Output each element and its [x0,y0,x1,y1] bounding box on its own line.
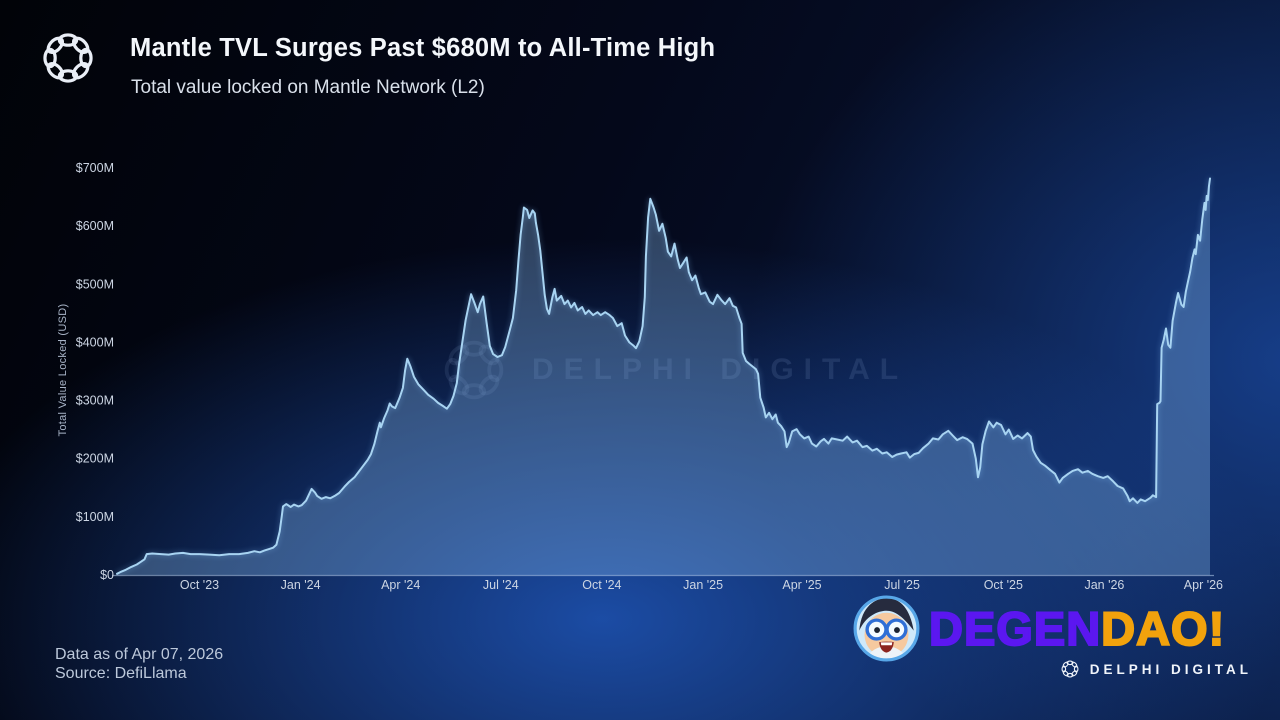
x-tick-label: Jul '25 [884,578,920,592]
degendao-wordmark: DEGENDAO! [928,601,1226,656]
source-text: Source: DefiLlama [55,665,187,682]
x-tick-label: Jan '26 [1084,578,1124,592]
watermark-text: DELPHI DIGITAL [532,353,908,387]
degendao-branding: DEGENDAO! [853,595,1225,662]
delphi-wordmark-text: DELPHI DIGITAL [1089,661,1252,677]
degendao-wordmark-degen: DEGEN [928,601,1102,656]
tvl-line [116,177,1211,575]
data-as-of-text: Data as of Apr 07, 2026 [55,646,224,663]
watermark: DELPHI DIGITAL [436,332,908,408]
y-tick-label: $700M [76,161,114,175]
y-tick-label: $300M [76,394,114,408]
x-tick-label: Oct '24 [582,578,621,592]
y-tick-label: $500M [76,277,114,291]
degendao-wordmark-dao: DAO! [1100,601,1226,656]
x-tick-label: Apr '24 [381,578,420,592]
y-tick-label: $0 [100,568,114,582]
y-tick-label: $400M [76,335,114,349]
y-tick-label: $200M [76,452,114,466]
y-tick-label: $100M [76,510,114,524]
y-axis-title: Total Value Locked (USD) [57,303,69,437]
x-tick-label: Oct '23 [180,578,219,592]
page-title: Mantle TVL Surges Past $680M to All-Time… [130,34,716,62]
page-subtitle: Total value locked on Mantle Network (L2… [131,77,485,98]
x-tick-label: Apr '26 [1184,578,1223,592]
y-tick-label: $600M [76,219,114,233]
x-tick-label: Jul '24 [483,578,519,592]
x-tick-label: Jan '24 [281,578,321,592]
x-tick-label: Apr '25 [782,578,821,592]
delphi-wordmark-icon [1061,660,1079,678]
footer-note: Data as of Apr 07, 2026 Source: DefiLlam… [55,645,223,683]
delphi-logo-icon [43,33,93,83]
x-tick-label: Jan '25 [683,578,723,592]
degendao-avatar [853,595,920,662]
x-tick-label: Oct '25 [984,578,1023,592]
delphi-wordmark: DELPHI DIGITAL [1059,658,1252,680]
tvl-area-fill [117,178,1210,575]
